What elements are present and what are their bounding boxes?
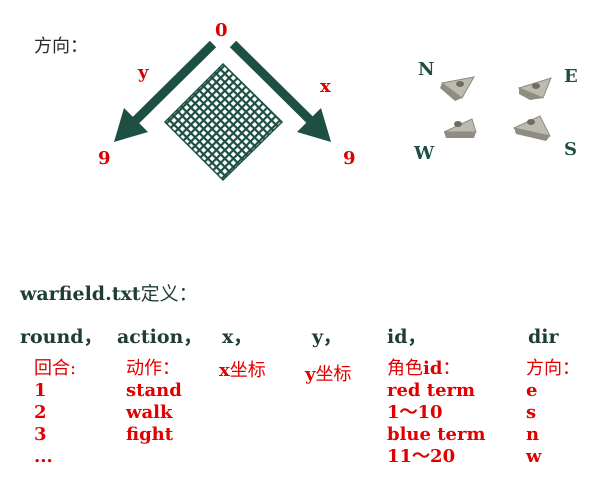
y-axis-end-label: 9 — [98, 148, 111, 169]
compass-s-label: S — [564, 139, 577, 160]
x-axis-arrow — [229, 40, 317, 127]
action-value: walk — [126, 402, 173, 423]
piece-west-icon — [443, 118, 477, 138]
x-axis-label: x — [320, 76, 331, 97]
header-round: round， — [20, 326, 103, 348]
round-value: ... — [34, 446, 53, 467]
header-y: y， — [312, 326, 343, 348]
round-desc: 回合: — [34, 358, 77, 379]
dir-desc: 方向： — [526, 358, 580, 379]
dir-value: w — [526, 446, 542, 467]
x-axis-arrowhead — [297, 108, 331, 142]
y-desc-letter: y — [305, 364, 316, 385]
compass-w-label: W — [414, 143, 435, 164]
y-desc: y坐标 — [305, 366, 351, 384]
y-desc-text: 坐标 — [315, 364, 352, 385]
round-value: 1 — [34, 380, 47, 401]
definition-filename: warfield.txt — [20, 283, 141, 305]
id-desc-tail: ： — [442, 358, 461, 379]
y-axis-label: y — [138, 62, 149, 83]
dir-value: e — [526, 380, 538, 401]
compass-e-label: E — [564, 66, 578, 87]
id-desc-text: 角色 — [387, 358, 423, 379]
compass-pieces — [440, 76, 552, 141]
column-dir: 方向： e s n w — [526, 358, 580, 468]
piece-east-icon — [517, 77, 552, 100]
round-value: 3 — [34, 424, 47, 445]
y-axis-arrow — [129, 40, 217, 127]
id-value: blue term — [387, 424, 486, 445]
x-desc-text: 坐标 — [229, 360, 266, 381]
direction-label: 方向： — [34, 36, 88, 57]
header-dir: dir — [528, 326, 559, 348]
grid-mesh — [163, 62, 284, 182]
column-id: 角色id： red term 1～10 blue term 11～20 — [387, 358, 486, 468]
id-desc: 角色id： — [387, 358, 486, 380]
header-x: x， — [222, 326, 253, 348]
column-round: 回合: 1 2 3 ... — [34, 358, 76, 468]
action-value: fight — [126, 424, 174, 445]
iso-grid-diagram — [114, 40, 331, 182]
origin-label: 0 — [215, 20, 228, 41]
piece-south-icon — [512, 115, 551, 141]
piece-north-icon — [440, 76, 475, 101]
header-id: id， — [387, 326, 427, 348]
round-value: 2 — [34, 402, 47, 423]
id-value: 1～10 — [387, 402, 443, 423]
compass-n-label: N — [418, 59, 435, 80]
x-axis-end-label: 9 — [343, 148, 356, 169]
x-desc-letter: x — [219, 360, 230, 381]
action-desc: 动作： — [126, 358, 180, 379]
id-desc-bold: id — [423, 358, 443, 379]
action-value: stand — [126, 380, 182, 401]
definition-heading: warfield.txt定义： — [20, 285, 198, 304]
dir-value: s — [526, 402, 537, 423]
definition-suffix: 定义： — [140, 283, 198, 305]
header-action: action， — [117, 326, 203, 348]
id-value: 11～20 — [387, 446, 456, 467]
id-value: red term — [387, 380, 476, 401]
dir-value: n — [526, 424, 540, 445]
x-desc: x坐标 — [219, 362, 266, 380]
y-axis-arrowhead — [114, 108, 148, 142]
column-action: 动作： stand walk fight — [126, 358, 182, 446]
